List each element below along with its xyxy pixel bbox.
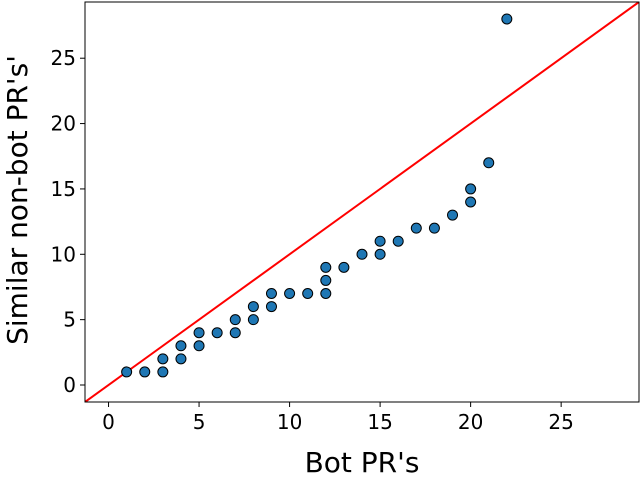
data-point-19: [320, 261, 332, 273]
data-point-12: [247, 301, 259, 313]
y-tick-label: 15: [51, 177, 76, 201]
y-axis-label: Similar non-bot PR's': [1, 55, 34, 345]
data-point-5: [175, 340, 187, 352]
data-point-14: [265, 288, 277, 300]
data-point-0: [121, 366, 133, 378]
data-point-31: [501, 13, 513, 25]
x-tick-label: 15: [367, 410, 392, 434]
data-point-18: [320, 274, 332, 286]
y-tick-label: 20: [51, 112, 76, 136]
x-tick-label: 10: [277, 410, 302, 434]
data-point-21: [356, 248, 368, 260]
data-point-24: [392, 235, 404, 247]
plot-area: [85, 2, 639, 402]
reference-line-y-equals-x: [85, 2, 639, 402]
data-point-3: [157, 353, 169, 365]
data-point-27: [447, 209, 459, 221]
data-point-16: [302, 288, 314, 300]
data-point-15: [284, 288, 296, 300]
data-point-20: [338, 261, 350, 273]
x-tick-label: 0: [102, 410, 115, 434]
x-tick-label: 20: [458, 410, 483, 434]
y-axis-ticks: 0 5 10 15 20 25: [51, 46, 85, 397]
data-point-17: [320, 288, 332, 300]
x-axis-label: Bot PR's: [305, 446, 420, 479]
data-point-6: [193, 340, 205, 352]
data-point-4: [175, 353, 187, 365]
data-point-10: [229, 314, 241, 326]
data-point-28: [465, 196, 477, 208]
x-axis-ticks: 0 5 10 15 20 25: [102, 402, 574, 434]
data-point-23: [374, 235, 386, 247]
y-tick-label: 25: [51, 46, 76, 70]
data-point-13: [265, 301, 277, 313]
data-point-26: [428, 222, 440, 234]
y-tick-label: 10: [51, 242, 76, 266]
data-point-7: [193, 327, 205, 339]
x-tick-label: 25: [548, 410, 573, 434]
data-point-2: [157, 366, 169, 378]
y-tick-label: 5: [63, 308, 76, 332]
data-point-9: [229, 327, 241, 339]
data-point-11: [247, 314, 259, 326]
data-point-29: [465, 183, 477, 195]
x-tick-label: 5: [193, 410, 206, 434]
data-point-25: [410, 222, 422, 234]
data-point-1: [139, 366, 151, 378]
data-point-30: [483, 157, 495, 169]
y-tick-label: 0: [63, 373, 76, 397]
data-points: [121, 13, 513, 378]
data-point-22: [374, 248, 386, 260]
plot-frame: [84, 1, 640, 403]
data-point-8: [211, 327, 223, 339]
